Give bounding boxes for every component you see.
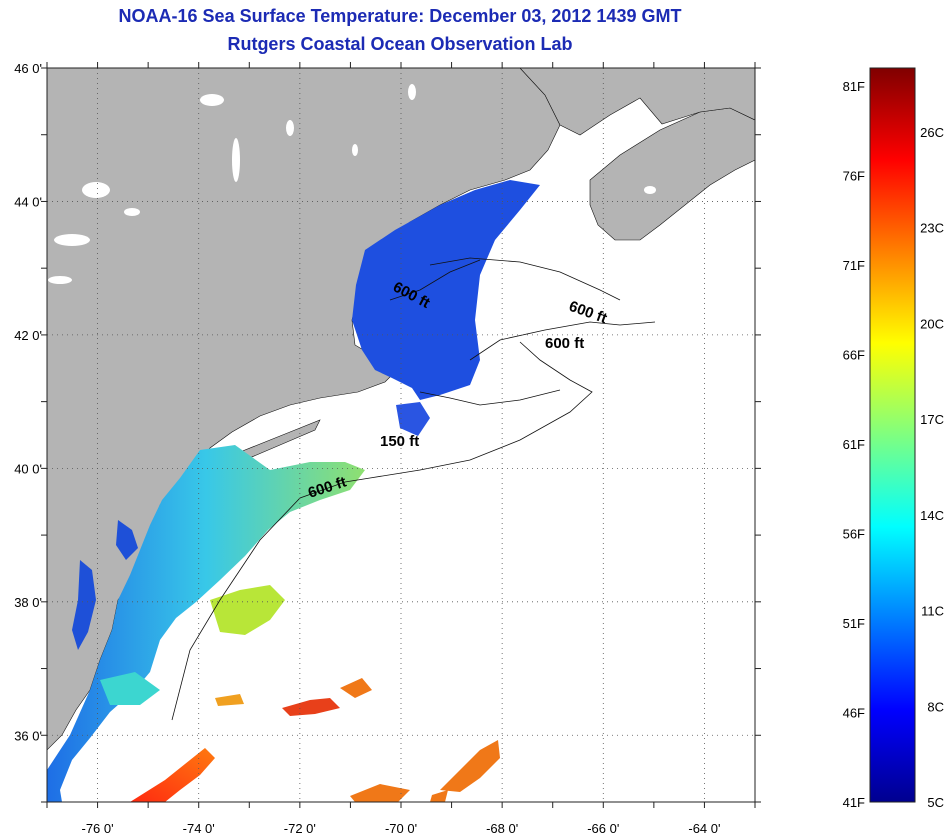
sst-nantucket-shoals	[396, 402, 430, 436]
lon-tick-label: -68 0'	[486, 821, 518, 836]
sst-mid-atlantic-shelf	[47, 445, 365, 802]
colorbar-f-label: 76F	[843, 168, 865, 183]
colorbar-f-label: 46F	[843, 705, 865, 720]
colorbar-f-label: 61F	[843, 437, 865, 452]
map-axes: -76 0' -74 0' -72 0' -70 0' -68 0' -66 0' -64 …	[14, 61, 761, 836]
land-new-brunswick	[519, 68, 755, 136]
lat-tick-label: 40 0'	[14, 461, 42, 476]
lat-tick-label: 46 0'	[14, 61, 42, 76]
colorbar-f-label: 81F	[843, 79, 865, 94]
contour-label-600ft-georges-bank: 600 ft	[545, 335, 584, 352]
lon-tick-label: -72 0'	[284, 821, 316, 836]
colorbar	[869, 67, 916, 803]
contour-label-150ft: 150 ft	[380, 433, 419, 450]
lon-tick-label: -70 0'	[385, 821, 417, 836]
sst-gulf-stream	[130, 748, 215, 802]
lat-tick-label: 36 0'	[14, 728, 42, 743]
colorbar-c-label: 11C	[921, 604, 944, 619]
lat-tick-label: 42 0'	[14, 328, 42, 343]
colorbar-f-label: 51F	[843, 616, 865, 631]
map-subtitle: Rutgers Coastal Ocean Observation Lab	[227, 34, 573, 54]
sst-warm-patch-green	[210, 585, 285, 635]
lat-tick-label: 44 0'	[14, 194, 42, 209]
colorbar-c-label: 26C	[920, 125, 944, 140]
colorbar-celsius-labels: 26C 23C 20C 17C 14C 11C 8C 5C	[920, 125, 944, 810]
colorbar-f-label: 71F	[843, 258, 865, 273]
delaware-bay	[116, 520, 138, 560]
bathymetry-contours	[171, 257, 656, 721]
sst-patch-cyan	[100, 672, 160, 705]
land-nova-scotia	[589, 107, 755, 241]
lon-tick-label: -74 0'	[183, 821, 215, 836]
colorbar-f-label: 56F	[843, 526, 865, 541]
colorbar-c-label: 14C	[920, 508, 944, 523]
sst-gulf-of-maine	[352, 180, 540, 400]
map-title: NOAA-16 Sea Surface Temperature: Decembe…	[118, 6, 682, 26]
colorbar-c-label: 23C	[920, 221, 944, 236]
inland-lakes	[48, 84, 656, 284]
colorbar-c-label: 5C	[927, 795, 944, 810]
colorbar-c-label: 20C	[920, 316, 944, 331]
colorbar-f-label: 66F	[843, 347, 865, 362]
colorbar-f-label: 41F	[843, 795, 865, 810]
lon-tick-label: -66 0'	[587, 821, 619, 836]
colorbar-c-label: 8C	[927, 699, 944, 714]
lon-tick-label: -64 0'	[688, 821, 720, 836]
colorbar-c-label: 17C	[920, 412, 944, 427]
lat-tick-label: 38 0'	[14, 595, 42, 610]
colorbar-fahrenheit-labels: 81F 76F 71F 66F 61F 56F 51F 46F 41F	[843, 79, 865, 810]
lon-tick-label: -76 0'	[82, 821, 114, 836]
chesapeake-bay	[72, 560, 96, 650]
sst-warm-eddies	[215, 678, 500, 802]
graticule	[47, 68, 755, 802]
